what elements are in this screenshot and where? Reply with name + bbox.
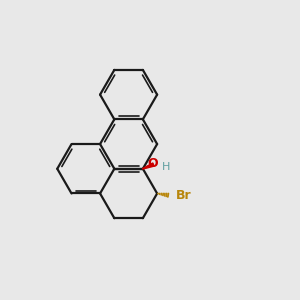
- Text: O: O: [147, 158, 158, 170]
- Text: Br: Br: [176, 189, 192, 202]
- Text: H: H: [162, 162, 171, 172]
- Polygon shape: [143, 163, 154, 169]
